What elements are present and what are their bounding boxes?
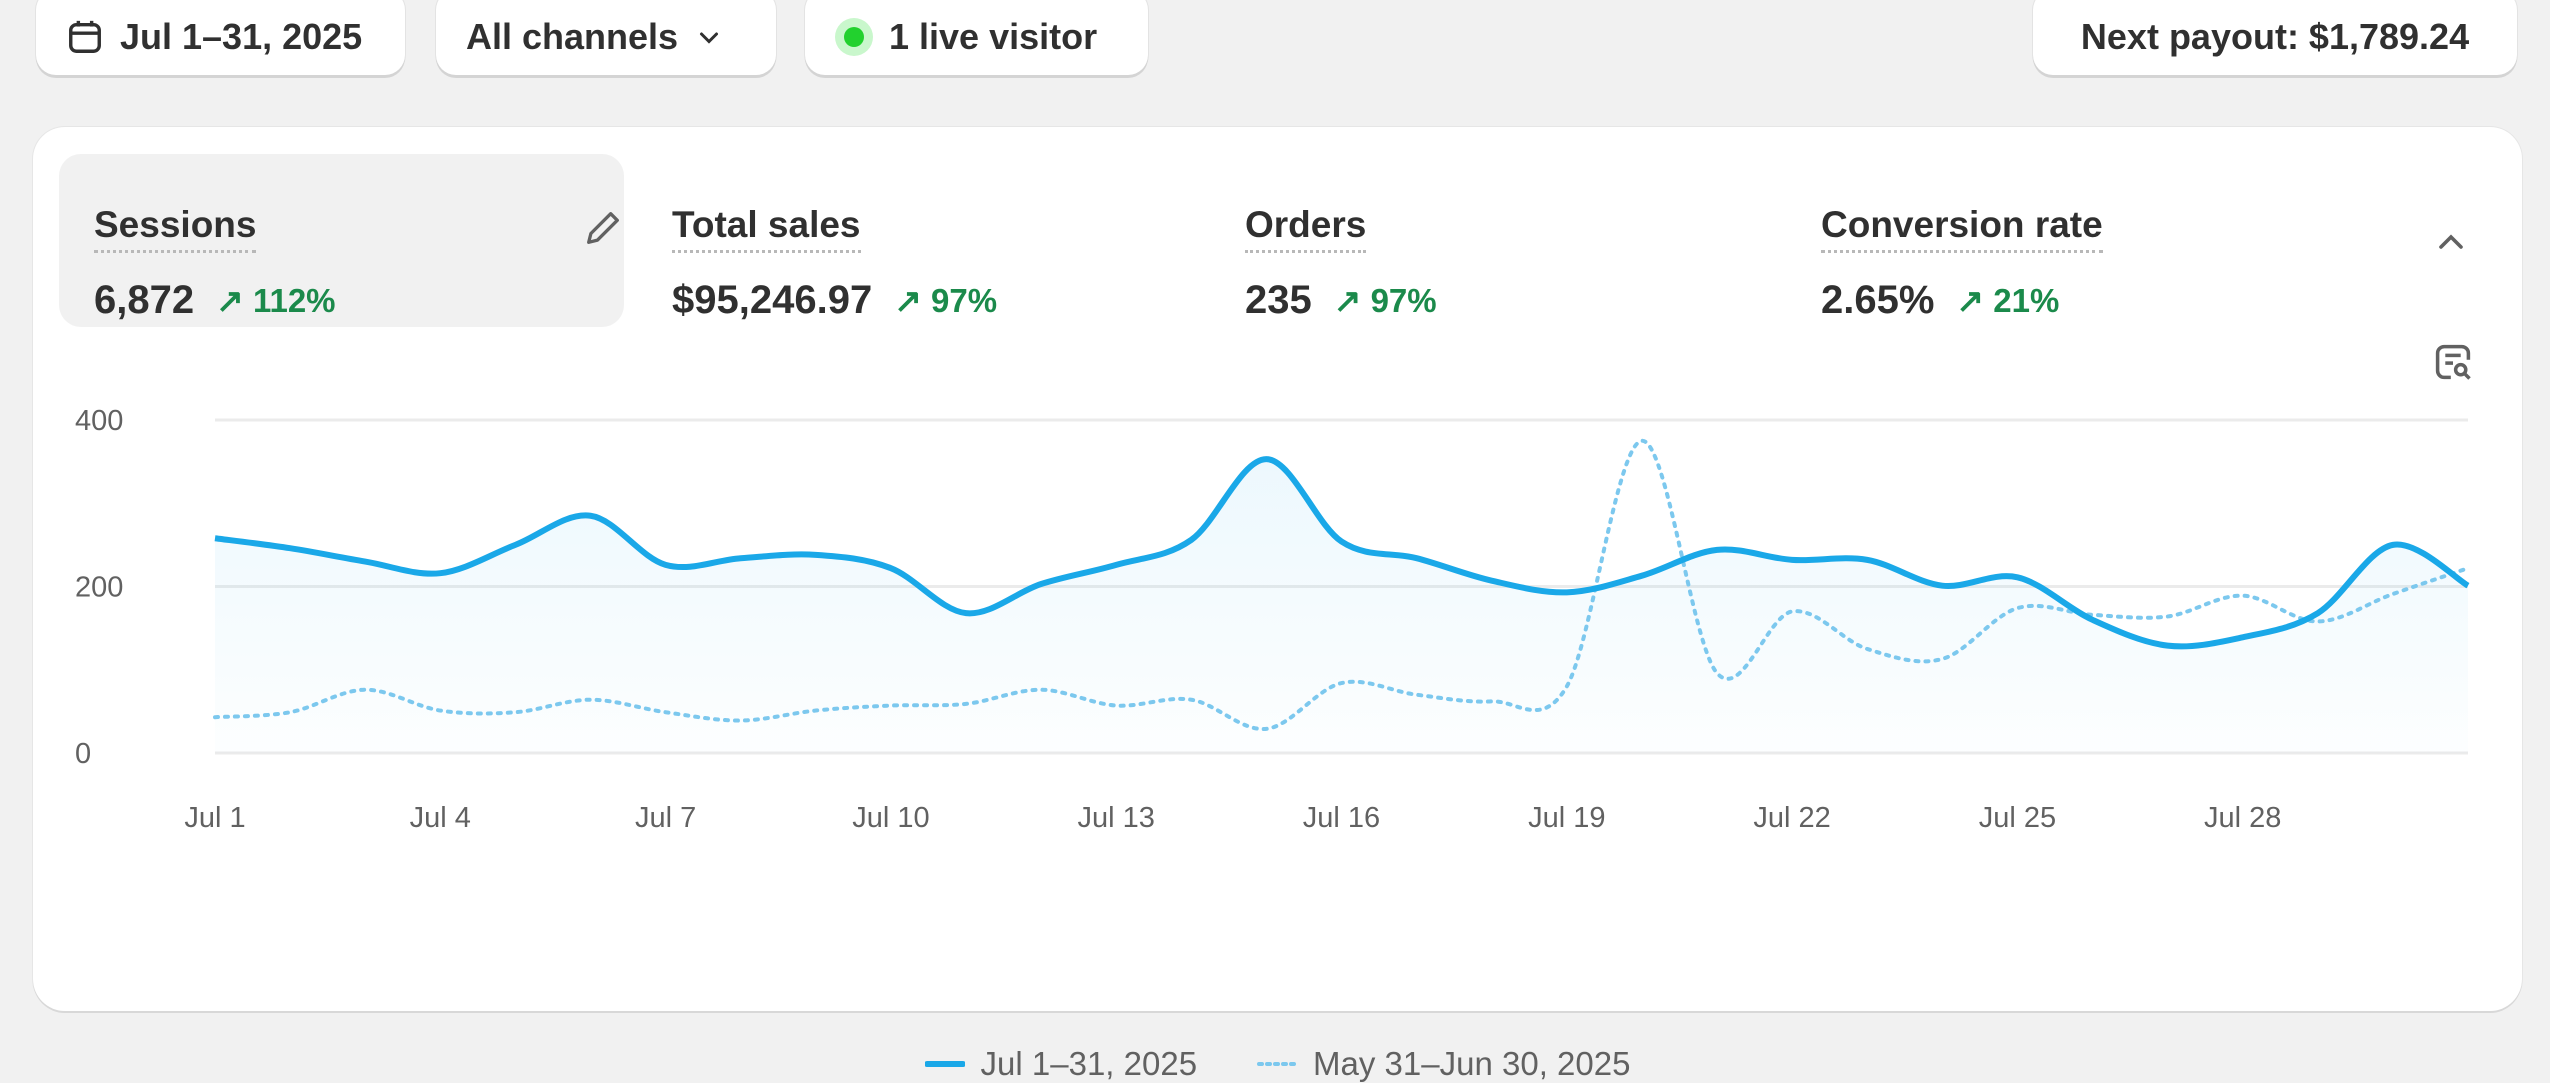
metric-value-text: 2.65% [1821,278,1935,322]
metric-value: 2.65% ↗ 21% [1821,278,2059,323]
x-tick-label: Jul 25 [1979,802,2056,834]
channel-select[interactable]: All channels [436,0,776,75]
metric-tile-total-sales[interactable]: Total sales $95,246.97 ↗ 97% [644,154,1204,327]
x-tick-label: Jul 22 [1753,802,1830,834]
chart-inspect-icon[interactable] [2431,340,2475,384]
live-visitor-button[interactable]: 1 live visitor [805,0,1148,75]
live-indicator-icon [835,17,873,56]
y-tick-label: 200 [75,572,123,604]
metric-label: Orders [1245,204,1367,253]
channel-label: All channels [466,15,679,57]
x-tick-label: Jul 7 [635,802,696,834]
metric-delta-text: 21% [1993,282,2060,319]
analytics-card: Sessions 6,872 ↗ 112% Total sales $95,246… [33,127,2522,1082]
sessions-chart: 0 200 400 Jul 1 Jul 4 Jul 7 Jul 10 Jul 13 Jul 16… [75,405,2470,834]
y-tick-label: 400 [75,405,123,437]
metric-value-text: $95,246.97 [672,278,873,322]
pencil-icon[interactable] [581,206,625,250]
chart-legend: Jul 1–31, 2025 May 31–Jun 30, 2025 [33,1045,2522,1083]
area-fill-current [215,459,2468,753]
metric-value-text: 235 [1245,278,1312,322]
next-payout-label: Next payout: $1,789.24 [2080,15,2470,57]
chevron-up-icon[interactable] [2431,223,2471,263]
x-tick-label: Jul 28 [2204,802,2281,834]
x-tick-label: Jul 10 [852,802,929,834]
metric-delta: ↗ 97% [1333,282,1437,319]
metric-delta-text: 97% [1370,282,1437,319]
legend-label: Jul 1–31, 2025 [980,1045,1198,1082]
date-range-label: Jul 1–31, 2025 [120,15,363,57]
series-line-previous [213,438,2470,731]
metric-value: $95,246.97 ↗ 97% [672,278,997,323]
live-visitor-label: 1 live visitor [889,15,1098,57]
x-tick-label: Jul 19 [1528,802,1605,834]
metric-label: Total sales [672,204,861,253]
solid-line-icon [924,1061,965,1067]
x-tick-label: Jul 16 [1303,802,1380,834]
legend-item-previous[interactable]: May 31–Jun 30, 2025 [1257,1045,1630,1083]
metric-value-text: 6,872 [94,278,195,322]
metric-label: Conversion rate [1821,204,2103,253]
metric-tile-sessions[interactable]: Sessions 6,872 ↗ 112% [59,154,624,327]
metric-tile-orders[interactable]: Orders 235 ↗ 97% [1218,154,1778,327]
calendar-icon [69,20,101,53]
dotted-line-icon [1257,1062,1298,1066]
chevron-down-icon [700,32,719,44]
metric-delta: ↗ 21% [1956,282,2060,319]
x-tick-label: Jul 13 [1078,802,1155,834]
metric-value: 6,872 ↗ 112% [94,278,336,323]
metric-delta-text: 97% [931,282,998,319]
metric-value: 235 ↗ 97% [1245,278,1437,323]
legend-label: May 31–Jun 30, 2025 [1313,1045,1631,1082]
metric-delta: ↗ 112% [216,282,336,319]
x-tick-label: Jul 1 [184,802,245,834]
legend-item-current[interactable]: Jul 1–31, 2025 [924,1045,1198,1083]
metric-label: Sessions [94,204,257,253]
metric-tile-conversion-rate[interactable]: Conversion rate 2.65% ↗ 21% [1793,154,2353,327]
metric-delta-text: 112% [252,282,336,319]
series-line-current [214,456,2470,650]
date-range-button[interactable]: Jul 1–31, 2025 [36,0,405,75]
next-payout-button[interactable]: Next payout: $1,789.24 [2033,0,2517,75]
y-tick-label: 0 [75,738,91,770]
x-tick-label: Jul 4 [410,802,471,834]
metric-delta: ↗ 97% [894,282,998,319]
